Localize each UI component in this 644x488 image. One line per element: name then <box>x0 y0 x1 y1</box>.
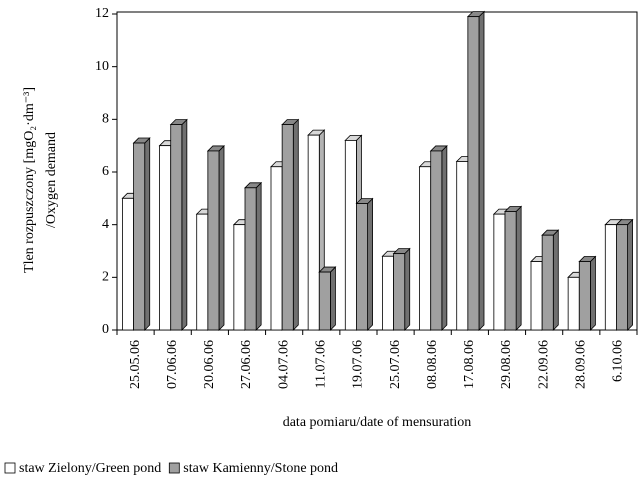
bar <box>616 224 628 331</box>
bar-side <box>441 144 448 331</box>
bar-side <box>255 181 262 331</box>
bar-side <box>330 266 336 331</box>
bar-side <box>590 255 596 331</box>
bar <box>456 161 469 331</box>
y-axis-label: /Oxygen demand <box>44 132 59 228</box>
x-tick-label: 04.07.06 <box>276 340 291 389</box>
y-axis-label: Tlen rozpuszczony [mgO₂·dm⁻³] <box>22 87 37 273</box>
bar <box>541 234 554 331</box>
bar <box>244 187 257 331</box>
plot-frame <box>116 11 638 331</box>
bar <box>344 139 357 331</box>
bar <box>281 124 294 331</box>
x-tick-label: 29.08.06 <box>499 340 514 389</box>
x-tick-label: 07.06.06 <box>165 340 180 389</box>
bar <box>467 16 480 331</box>
x-axis-label: data pomiaru/date of mensuration <box>283 415 472 430</box>
bar <box>159 145 172 331</box>
x-tick-label: 27.06.06 <box>239 340 254 389</box>
bar-side <box>144 137 151 331</box>
bar <box>393 253 406 331</box>
legend-label: staw Kamienny/Stone pond <box>183 461 338 476</box>
x-tick-label: 08.08.06 <box>425 340 440 389</box>
bar-side <box>367 197 373 331</box>
bar-side <box>292 118 299 331</box>
bar-side <box>552 229 559 331</box>
bar-side <box>478 10 485 331</box>
bar <box>493 213 506 331</box>
bar <box>270 166 283 331</box>
bar <box>318 271 331 331</box>
bar <box>430 150 443 331</box>
bar-side <box>218 144 225 331</box>
y-tick-label: 4 <box>102 217 109 232</box>
bar <box>567 276 580 331</box>
y-tick-label: 0 <box>102 322 109 337</box>
bar <box>578 261 591 331</box>
bar <box>419 166 432 331</box>
x-tick-label: 11.07.06 <box>314 340 329 388</box>
x-tick-label: 25.07.06 <box>388 340 403 389</box>
x-tick-label: 20.06.06 <box>202 340 217 389</box>
y-tick-label: 8 <box>102 112 109 127</box>
bar <box>530 261 543 331</box>
y-tick-label: 10 <box>95 59 109 74</box>
bar <box>382 255 394 331</box>
y-tick-label: 6 <box>102 164 109 179</box>
x-tick-label: 17.08.06 <box>462 340 477 389</box>
y-tick-label: 12 <box>95 6 109 21</box>
bar <box>207 150 220 331</box>
bar-side <box>181 118 188 331</box>
x-tick-label: 28.09.06 <box>574 340 589 389</box>
bar-side <box>515 205 522 331</box>
bar <box>170 124 183 331</box>
bar <box>133 142 146 331</box>
bar <box>504 211 517 331</box>
x-tick-label: 25.05.06 <box>128 340 143 389</box>
y-tick-label: 2 <box>102 270 109 285</box>
bar <box>233 224 246 331</box>
legend-label: staw Zielony/Green pond <box>19 461 161 476</box>
bar-side <box>404 247 411 331</box>
bar-side <box>627 218 633 331</box>
x-tick-label: 22.09.06 <box>536 340 551 389</box>
bar <box>307 134 320 331</box>
bar <box>356 203 368 331</box>
x-tick-label: 6.10.06 <box>611 340 626 382</box>
legend-swatch <box>4 462 16 474</box>
bar <box>604 224 617 331</box>
x-tick-label: 19.07.06 <box>351 340 366 389</box>
bar <box>196 213 209 331</box>
bar <box>122 197 134 331</box>
legend-swatch <box>168 462 180 474</box>
